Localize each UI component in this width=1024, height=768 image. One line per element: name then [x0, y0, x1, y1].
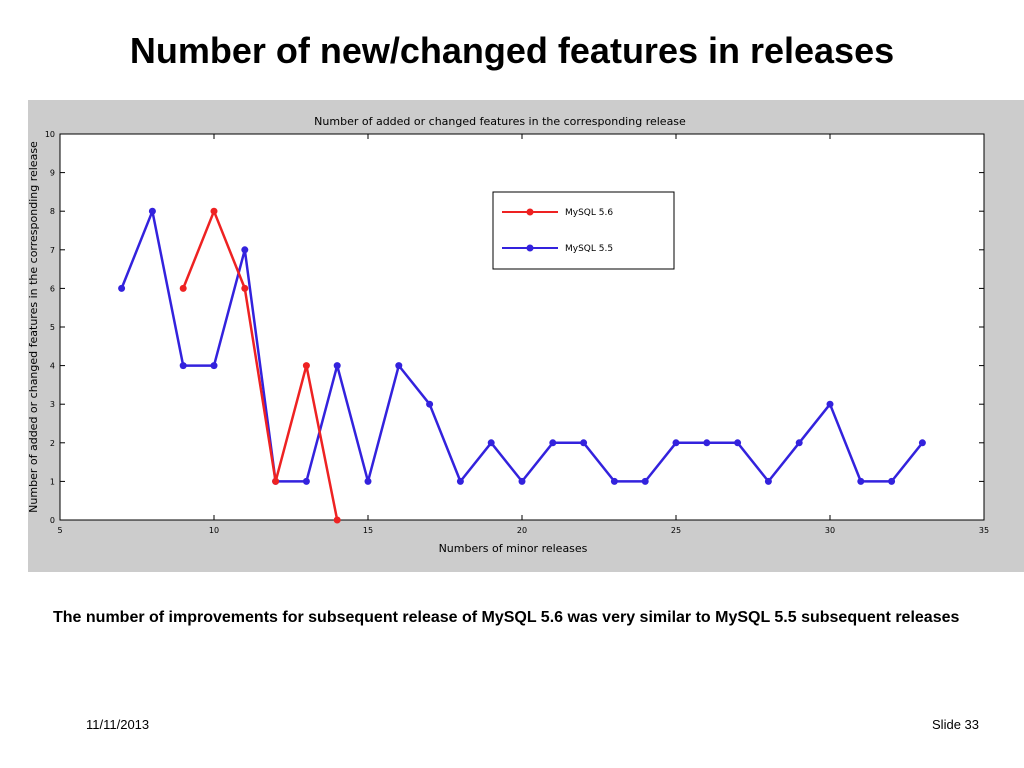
y-tick-label: 0 — [50, 516, 55, 525]
data-point-mysql-5-5 — [333, 362, 341, 370]
data-point-mysql-5-5 — [395, 362, 403, 370]
y-tick-label: 10 — [45, 130, 55, 139]
footer-slide-number: Slide 33 — [932, 717, 979, 732]
data-point-mysql-5-6 — [333, 516, 341, 524]
chart-title: Number of added or changed features in t… — [314, 115, 686, 128]
data-point-mysql-5-5 — [518, 477, 526, 485]
legend-label-mysql-5-6: MySQL 5.6 — [565, 208, 613, 218]
data-point-mysql-5-6 — [272, 477, 280, 485]
y-tick-label: 8 — [50, 207, 55, 216]
y-axis-ticks: 0 1 2 3 4 5 6 7 8 9 10 — [45, 130, 984, 525]
data-point-mysql-5-5 — [888, 477, 896, 485]
data-point-mysql-5-5 — [764, 477, 772, 485]
data-point-mysql-5-5 — [795, 439, 803, 447]
data-point-mysql-5-5 — [456, 477, 464, 485]
data-point-mysql-5-5 — [580, 439, 588, 447]
data-point-mysql-5-5 — [918, 439, 926, 447]
x-tick-label: 25 — [671, 526, 681, 535]
y-tick-label: 5 — [50, 323, 55, 332]
x-tick-label: 15 — [363, 526, 373, 535]
data-point-mysql-5-5 — [826, 400, 834, 408]
y-tick-label: 2 — [50, 439, 55, 448]
data-point-mysql-5-5 — [487, 439, 495, 447]
x-tick-label: 30 — [825, 526, 835, 535]
legend-box — [492, 191, 675, 270]
legend-marker-mysql-5-6 — [526, 208, 534, 216]
legend-marker-mysql-5-5 — [526, 244, 534, 252]
x-axis-label: Numbers of minor releases — [439, 542, 588, 555]
data-point-mysql-5-5 — [118, 284, 126, 292]
legend-label-mysql-5-5: MySQL 5.5 — [565, 244, 613, 254]
figure-panel: Number of added or changed features in t… — [28, 100, 1024, 572]
data-point-mysql-5-5 — [703, 439, 711, 447]
data-point-mysql-5-5 — [857, 477, 865, 485]
x-tick-label: 20 — [517, 526, 527, 535]
data-point-mysql-5-5 — [302, 477, 310, 485]
x-tick-label: 35 — [979, 526, 989, 535]
x-axis-ticks: 5 10 15 20 25 30 35 — [57, 134, 989, 535]
legend: MySQL 5.6 MySQL 5.5 — [492, 191, 675, 270]
data-point-mysql-5-5 — [210, 362, 218, 370]
line-chart: Number of added or changed features in t… — [28, 115, 989, 555]
y-tick-label: 6 — [50, 284, 55, 293]
data-point-mysql-5-6 — [210, 207, 218, 215]
data-point-mysql-5-5 — [426, 400, 434, 408]
x-tick-label: 5 — [57, 526, 62, 535]
y-tick-label: 7 — [50, 246, 55, 255]
y-tick-label: 4 — [50, 362, 55, 371]
slide-title: Number of new/changed features in releas… — [129, 30, 895, 71]
data-point-mysql-5-6 — [241, 284, 249, 292]
data-point-mysql-5-5 — [241, 246, 249, 254]
series-layer — [118, 207, 926, 524]
data-point-mysql-5-5 — [672, 439, 680, 447]
data-point-mysql-5-5 — [148, 207, 156, 215]
slide-caption: The number of improvements for subsequen… — [53, 609, 960, 626]
data-point-mysql-5-5 — [610, 477, 618, 485]
footer-date: 11/11/2013 — [86, 717, 150, 732]
y-tick-label: 9 — [50, 169, 55, 178]
y-axis-label: Number of added or changed features in t… — [28, 141, 40, 513]
data-point-mysql-5-6 — [179, 284, 187, 292]
data-point-mysql-5-5 — [364, 477, 372, 485]
x-tick-label: 10 — [209, 526, 219, 535]
data-point-mysql-5-5 — [179, 362, 187, 370]
data-point-mysql-5-6 — [302, 362, 310, 370]
data-point-mysql-5-5 — [734, 439, 742, 447]
y-tick-label: 3 — [50, 400, 55, 409]
data-point-mysql-5-5 — [549, 439, 557, 447]
data-point-mysql-5-5 — [641, 477, 649, 485]
y-tick-label: 1 — [50, 477, 55, 486]
series-line-mysql-5-6 — [182, 209, 339, 521]
